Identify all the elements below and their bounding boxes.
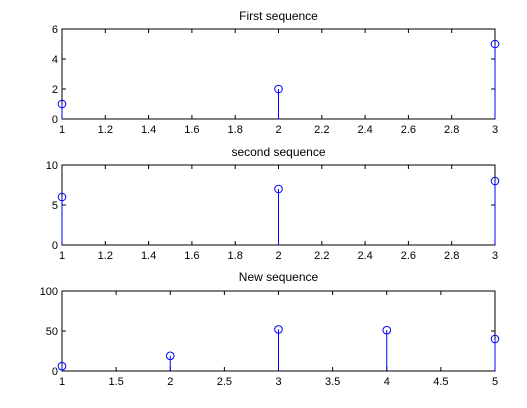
x-tick-label: 2.6 (401, 250, 416, 262)
x-tick-label: 1 (59, 124, 65, 136)
x-tick-label: 2.4 (357, 124, 372, 136)
x-tick-label: 4 (384, 376, 390, 388)
x-tick-label: 1 (59, 376, 65, 388)
y-tick-label: 100 (40, 286, 58, 298)
x-tick-label: 4.5 (433, 376, 448, 388)
x-tick-label: 1.4 (141, 250, 156, 262)
stem-marker (57, 99, 67, 109)
x-tick-label: 2.5 (217, 376, 232, 388)
x-tick-label: 3 (492, 250, 498, 262)
subplot-second-sequence: second sequence 1 1.2 1.4 1.6 1.8 2 2.2 2.4 2.6 2.… (46, 145, 500, 262)
stem-marker (274, 84, 283, 94)
x-tick-label: 5 (492, 376, 498, 388)
y-tick-label: 2 (52, 84, 58, 96)
y-tick-label: 0 (52, 114, 58, 126)
x-tick-label: 1.6 (184, 124, 199, 136)
x-tick-label: 3 (275, 376, 281, 388)
x-tick-label: 2.2 (314, 124, 329, 136)
x-tick-label: 1.2 (98, 124, 113, 136)
stem-marker (490, 176, 500, 186)
chart-title: second sequence (231, 145, 325, 159)
stem-marker (274, 325, 283, 334)
y-tick-label: 0 (52, 366, 58, 378)
y-tick-label: 10 (46, 160, 58, 172)
stem-marker (165, 351, 175, 361)
y-tick-label: 4 (52, 54, 58, 66)
x-tick-label: 1.4 (141, 124, 156, 136)
x-tick-label: 1.8 (228, 124, 243, 136)
x-tick-label: 1.8 (228, 250, 243, 262)
x-tick-label: 2.8 (444, 124, 459, 136)
x-tick-label: 2 (275, 124, 281, 136)
stem-marker (382, 325, 392, 335)
x-tick-label: 2.8 (444, 250, 459, 262)
stem-marker (490, 39, 500, 49)
x-tick-label: 2.2 (314, 250, 329, 262)
x-tick-label: 1.2 (98, 250, 113, 262)
x-tick-label: 1.6 (184, 250, 199, 262)
stem-marker (57, 192, 67, 202)
stem-marker (274, 184, 283, 194)
x-tick-label: 3.5 (325, 376, 340, 388)
x-tick-label: 2 (167, 376, 173, 388)
y-tick-label: 6 (52, 24, 58, 36)
y-tick-label: 0 (52, 240, 58, 252)
x-tick-label: 2 (275, 250, 281, 262)
stem-marker (490, 334, 500, 344)
y-tick-label: 50 (46, 326, 58, 338)
y-tick-label: 5 (52, 200, 58, 212)
x-tick-label: 1.5 (108, 376, 123, 388)
x-tick-label: 3 (492, 124, 498, 136)
x-tick-label: 1 (59, 250, 65, 262)
chart-title: First sequence (239, 9, 318, 23)
chart-title: New sequence (239, 270, 319, 284)
x-tick-label: 2.4 (357, 250, 372, 262)
stem-marker (57, 361, 67, 371)
x-tick-label: 2.6 (401, 124, 416, 136)
subplot-first-sequence: First sequence 1 1.2 1.4 1.6 1.8 2 2.2 2.4 2.6 2.8… (52, 9, 500, 136)
